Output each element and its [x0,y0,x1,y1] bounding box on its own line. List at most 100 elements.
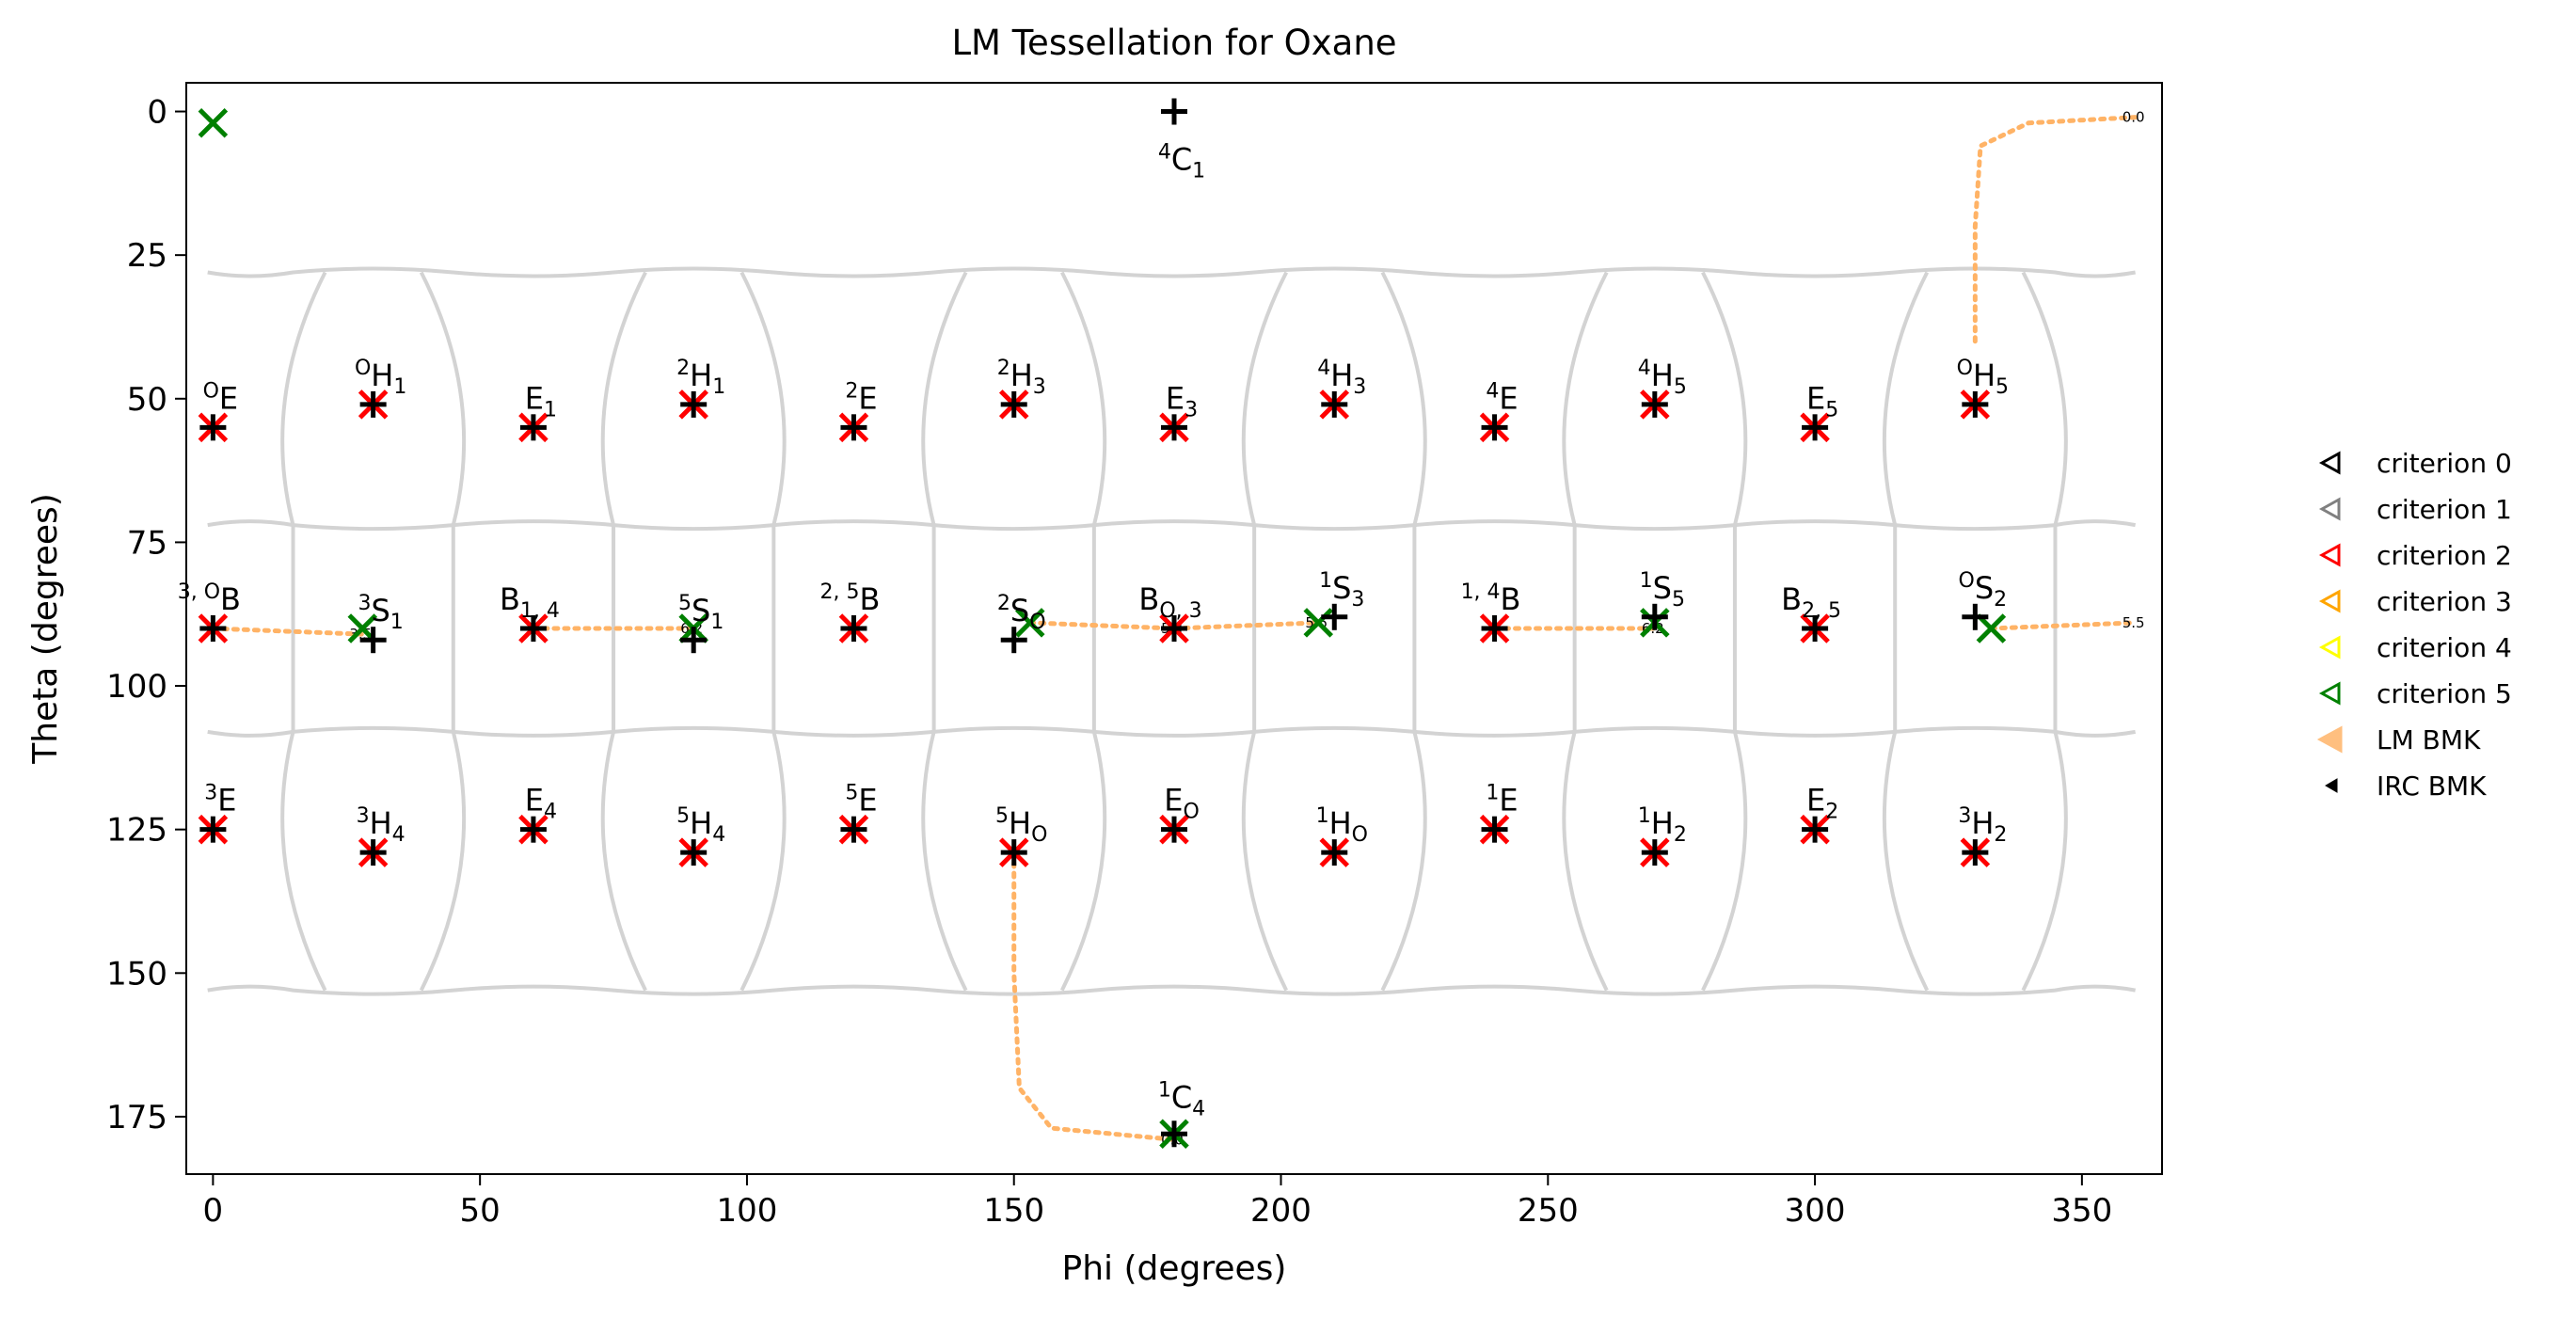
reference-marker [840,816,867,843]
conformer-label: B1, 4 [500,581,560,623]
reference-marker [680,390,708,418]
conformer-label: 3, OB [178,580,241,617]
x-tick-label: 100 [716,1192,777,1230]
legend-label: criterion 4 [2377,632,2512,663]
x-tick-label: 200 [1250,1192,1312,1230]
legend-label: LM BMK [2377,724,2481,755]
axes: 0 50 100 150 200 250 300 350 0 25 50 75 100 125 150 175 [106,94,2112,1230]
reference-marker [1321,839,1348,866]
legend-entry: criterion 3 [2318,586,2512,617]
legend-label: criterion 0 [2377,448,2512,479]
reference-marker [359,627,387,654]
reference-marker [1802,615,1829,642]
legend-marker [2318,497,2341,521]
reference-marker [1161,414,1187,441]
criterion-marker [1303,608,1334,638]
conformer-label: 3H4 [357,804,405,847]
chart-title: LM Tessellation for Oxane [951,23,1396,63]
y-axis-label: Theta (degrees) [26,493,65,765]
legend-marker [2318,451,2341,475]
reference-marker [1641,839,1668,866]
conformer-label: E2 [1806,783,1838,824]
reference-marker [1321,390,1348,418]
reference-marker [1802,816,1829,843]
reference-marker [1161,615,1187,642]
criterion-marker [198,107,229,138]
boundary-column [2021,271,2068,526]
reference-marker [1161,98,1187,125]
boundary-column [1701,731,1748,992]
reference-marker [1000,627,1027,654]
legend-entry: LM BMK [2316,724,2481,755]
conformer-label: 5E [845,782,877,818]
reference-marker [199,615,227,642]
conformer-label: 2H1 [676,357,725,399]
reference-marker [199,816,227,843]
conformer-label: 2, 5B [819,580,880,617]
boundary-column [1701,271,1748,526]
boundary-column [1882,271,1930,526]
boundary-column [1241,731,1288,992]
legend-entry: criterion 1 [2318,494,2512,525]
legend-label: criterion 5 [2377,678,2512,709]
lm-bmk-path [1972,115,2139,344]
legend-marker [2318,635,2341,660]
boundary-column [921,731,968,992]
lm-bmk-path [210,626,365,637]
reference-marker [680,839,708,866]
reference-marker [519,414,547,441]
reference-marker [519,816,547,843]
legend-entry: criterion 2 [2318,540,2512,571]
boundary-row [207,984,2136,996]
boundary-column [1562,271,1609,526]
legend-entry: criterion 4 [2318,632,2512,663]
lm-bmk-path [1027,620,1177,631]
reference-marker [1481,414,1508,441]
y-tick-label: 0 [147,94,167,132]
boundary-row [207,266,2136,278]
conformer-label: 3S1 [358,592,403,634]
data-points [198,98,2007,1150]
legend-entry: criterion 5 [2318,678,2512,709]
x-tick-label: 250 [1518,1192,1579,1230]
y-tick-label: 75 [127,524,167,562]
boundary-column [1562,731,1609,992]
reference-marker [840,414,867,441]
reference-marker [1802,414,1829,441]
lm-bmk-path [1011,850,1177,1142]
reference-marker [1481,816,1508,843]
conformer-label: B2, 5 [1781,581,1841,623]
conformer-label: 1S3 [1319,569,1364,612]
y-tick-label: 175 [106,1099,167,1136]
boundary-column [1380,271,1427,526]
boundary-column [280,271,327,526]
reference-marker [1161,1120,1187,1148]
boundary-column [1060,271,1107,526]
boundary-column [600,731,647,992]
boundary-column [1882,731,1930,992]
x-tick-label: 300 [1785,1192,1846,1230]
reference-marker [359,839,387,866]
conformer-label: 1HO [1316,804,1368,847]
legend-marker [2316,725,2343,754]
reference-marker [840,615,867,642]
legend-marker [2318,681,2341,706]
x-tick-label: 350 [2051,1192,2112,1230]
legend-label: criterion 3 [2377,586,2512,617]
boundary-column [2021,731,2068,992]
x-tick-label: 50 [460,1192,501,1230]
point-labels: 4C1 OE OH1 E1 2H1 2E 2H3 E3 4H3 4E 4H5 E5 OH5 3, OB 3S… [178,141,2009,1121]
boundary-column [921,271,968,526]
conformer-label: 4C1 [1158,141,1205,183]
criterion-marker [1976,613,2007,644]
boundary-column [1060,731,1107,992]
conformer-label: BO, 3 [1138,581,1201,623]
reference-marker [519,615,547,642]
conformer-label: OH1 [355,357,406,399]
reference-marker [1321,603,1348,630]
legend-marker [2318,589,2341,613]
reference-marker [1962,603,1989,630]
conformer-label: E3 [1166,380,1198,421]
reference-marker [1962,839,1989,866]
